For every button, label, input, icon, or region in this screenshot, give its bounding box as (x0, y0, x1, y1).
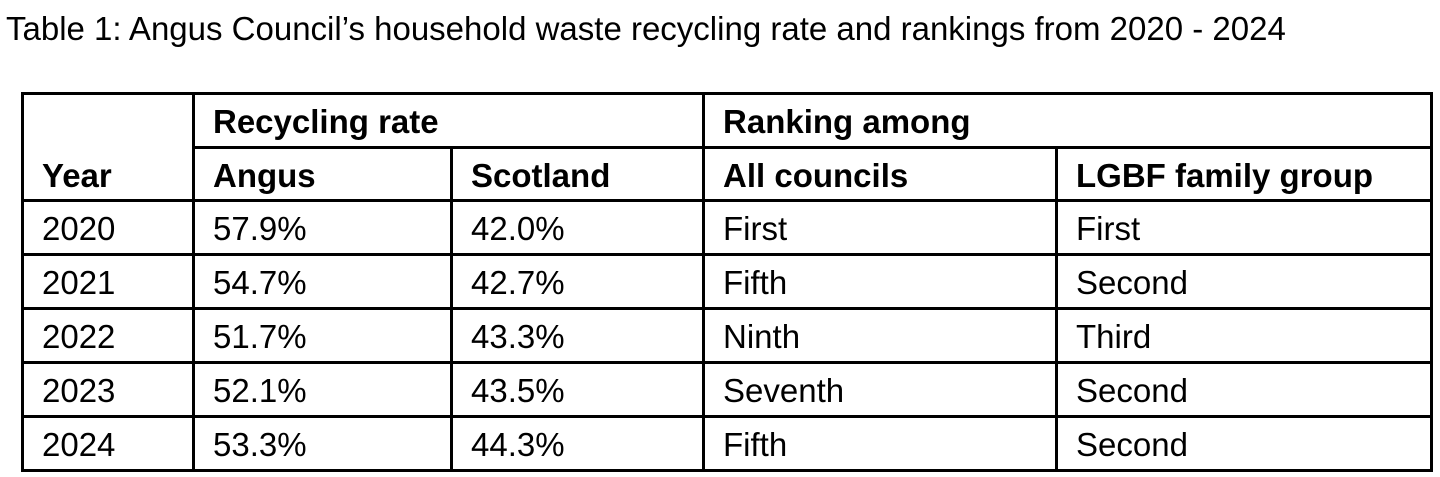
scotland-rate-cell: 43.5% (449, 361, 706, 418)
scotland-rate-cell: 43.3% (449, 307, 706, 364)
column-header-scotland: Scotland (449, 146, 706, 202)
all-councils-rank-cell: Ninth (702, 307, 1059, 364)
year-cell: 2024 (21, 415, 195, 472)
lgbf-rank-cell: First (1055, 199, 1434, 256)
column-header-angus: Angus (192, 146, 453, 202)
table-row: 2024 53.3% 44.3% Fifth Second (21, 415, 1434, 472)
column-header-row: Angus Scotland All councils LGBF family … (23, 146, 1434, 202)
recycling-rate-table: Year Recycling rate Ranking among Angus … (21, 92, 1434, 472)
angus-rate-cell: 54.7% (192, 253, 453, 310)
lgbf-rank-cell: Second (1055, 253, 1434, 310)
table-row: 2020 57.9% 42.0% First First (21, 199, 1434, 256)
all-councils-rank-cell: First (702, 199, 1059, 256)
year-cell: 2022 (21, 307, 195, 364)
lgbf-rank-cell: Second (1055, 361, 1434, 418)
group-header-ranking-among: Ranking among (702, 92, 1434, 149)
group-header-row: Year Recycling rate Ranking among (21, 92, 1434, 202)
all-councils-rank-cell: Fifth (702, 253, 1059, 310)
angus-rate-cell: 53.3% (192, 415, 453, 472)
table-row: 2021 54.7% 42.7% Fifth Second (21, 253, 1434, 310)
year-cell: 2023 (21, 361, 195, 418)
table-row: 2023 52.1% 43.5% Seventh Second (21, 361, 1434, 418)
all-councils-rank-cell: Seventh (702, 361, 1059, 418)
column-header-year: Year (21, 92, 195, 202)
group-header-recycling-rate: Recycling rate (191, 92, 706, 149)
column-header-lgbf-family-group: LGBF family group (1055, 146, 1434, 202)
scotland-rate-cell: 44.3% (449, 415, 706, 472)
angus-rate-cell: 51.7% (192, 307, 453, 364)
scotland-rate-cell: 42.0% (449, 199, 706, 256)
table-row: 2022 51.7% 43.3% Ninth Third (21, 307, 1434, 364)
lgbf-rank-cell: Second (1055, 415, 1434, 472)
all-councils-rank-cell: Fifth (702, 415, 1059, 472)
angus-rate-cell: 52.1% (192, 361, 453, 418)
angus-rate-cell: 57.9% (192, 199, 453, 256)
scotland-rate-cell: 42.7% (449, 253, 706, 310)
year-cell: 2021 (21, 253, 195, 310)
lgbf-rank-cell: Third (1055, 307, 1434, 364)
year-cell: 2020 (21, 199, 195, 256)
table-caption: Table 1: Angus Council’s household waste… (6, 10, 1286, 47)
column-header-all-councils: All councils (702, 146, 1059, 202)
